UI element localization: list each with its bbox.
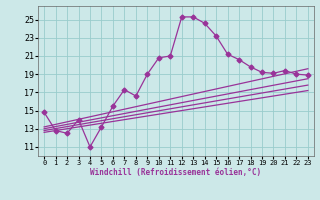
X-axis label: Windchill (Refroidissement éolien,°C): Windchill (Refroidissement éolien,°C) [91,168,261,177]
